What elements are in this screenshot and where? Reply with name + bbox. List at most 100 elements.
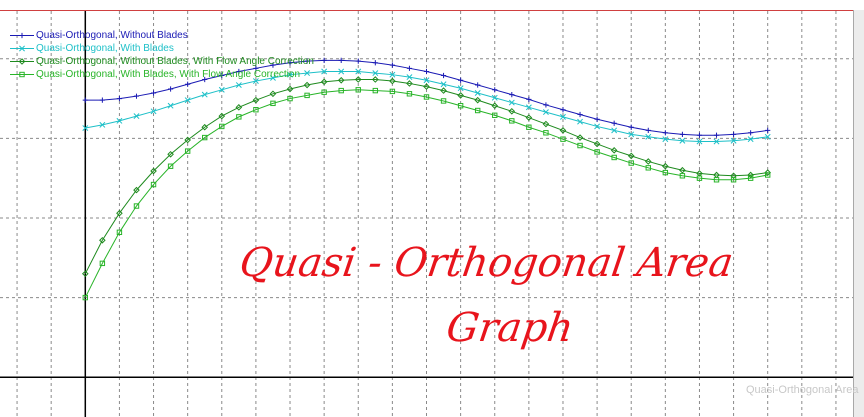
data-point (645, 165, 651, 171)
data-point (679, 131, 685, 137)
data-point (679, 166, 686, 174)
data-point (252, 78, 259, 85)
legend-entry-0[interactable]: Quasi-Orthogonal, Without Blades (10, 29, 314, 42)
legend-point-1 (19, 45, 25, 52)
data-point (133, 186, 140, 194)
data-point (82, 294, 88, 301)
data-point (236, 114, 242, 120)
series-layer (81, 57, 772, 301)
legend-swatch-2 (10, 57, 34, 66)
data-point (423, 68, 430, 75)
data-point (645, 127, 651, 134)
data-point (423, 94, 430, 100)
data-point (492, 112, 498, 118)
data-point (116, 117, 123, 124)
data-point (303, 81, 311, 89)
chart-legend: Quasi-Orthogonal, Without Blades Quasi-O… (10, 29, 314, 81)
data-point (491, 94, 498, 101)
data-point (185, 81, 191, 87)
data-point (338, 68, 345, 75)
data-point (440, 87, 447, 94)
data-point (440, 81, 447, 88)
data-point (150, 167, 157, 175)
data-point (543, 102, 549, 108)
data-point (475, 82, 481, 88)
legend-swatch-0 (10, 31, 34, 40)
data-point (321, 68, 328, 75)
data-point (201, 91, 208, 98)
data-point (406, 80, 413, 87)
series-0 (82, 57, 771, 138)
data-point (559, 127, 567, 134)
data-point (287, 60, 293, 66)
data-point (99, 121, 106, 128)
data-point (321, 57, 327, 63)
handwritten-annotation-subtitle: Graph (443, 305, 577, 351)
data-point (611, 127, 618, 134)
data-point (474, 96, 481, 104)
data-point (99, 236, 106, 244)
data-point (406, 91, 413, 97)
data-point (560, 107, 566, 113)
legend-marker-3 (10, 71, 34, 78)
data-point (491, 102, 499, 110)
data-point (150, 181, 157, 188)
data-point (235, 104, 243, 111)
data-point (560, 136, 566, 142)
data-point (287, 95, 293, 102)
data-point (577, 142, 583, 149)
data-point (594, 116, 600, 122)
data-point (509, 118, 515, 124)
data-point (457, 92, 464, 99)
data-point (645, 133, 652, 140)
data-point (167, 102, 174, 109)
data-point (406, 74, 413, 81)
data-point (628, 131, 635, 138)
data-point (457, 103, 464, 109)
data-point (423, 83, 430, 90)
data-point (82, 97, 88, 103)
data-point (81, 270, 89, 278)
series-1 (82, 68, 771, 145)
data-point (457, 85, 464, 92)
data-point (150, 108, 157, 115)
data-point (201, 123, 209, 131)
legend-point-2 (18, 58, 26, 65)
scrollbar[interactable] (853, 10, 864, 417)
data-point (184, 136, 191, 144)
data-point (662, 162, 669, 170)
data-point (269, 90, 277, 98)
data-point (354, 76, 362, 83)
data-point (713, 132, 720, 138)
data-point (679, 137, 686, 144)
data-point (542, 120, 550, 128)
legend-entry-3[interactable]: Quasi-Orthogonal, With Blades, With Flow… (10, 68, 314, 81)
data-point (747, 171, 754, 179)
data-point (492, 87, 498, 93)
data-point (253, 107, 259, 113)
legend-entry-2[interactable]: Quasi-Orthogonal, Without Blades, With F… (10, 55, 314, 68)
data-point (458, 77, 464, 83)
data-point (696, 175, 703, 181)
data-point (389, 71, 396, 78)
data-point (270, 74, 276, 81)
data-point (748, 130, 754, 136)
data-point (440, 72, 447, 79)
watermark-text: Quasi-Orthogonal Area (746, 384, 859, 396)
legend-entry-1[interactable]: Quasi-Orthogonal, With Blades (10, 42, 314, 55)
data-point (304, 58, 310, 64)
data-point (662, 136, 669, 143)
data-point (321, 89, 327, 95)
data-point (525, 114, 533, 121)
data-point (440, 98, 447, 104)
data-point (184, 97, 191, 104)
data-point (560, 113, 566, 120)
data-point (82, 125, 89, 131)
data-point (730, 131, 737, 137)
data-point (747, 175, 754, 181)
data-point (730, 172, 737, 180)
data-point (508, 99, 515, 106)
data-point (202, 134, 208, 141)
data-point (355, 68, 362, 75)
data-point (99, 260, 106, 267)
